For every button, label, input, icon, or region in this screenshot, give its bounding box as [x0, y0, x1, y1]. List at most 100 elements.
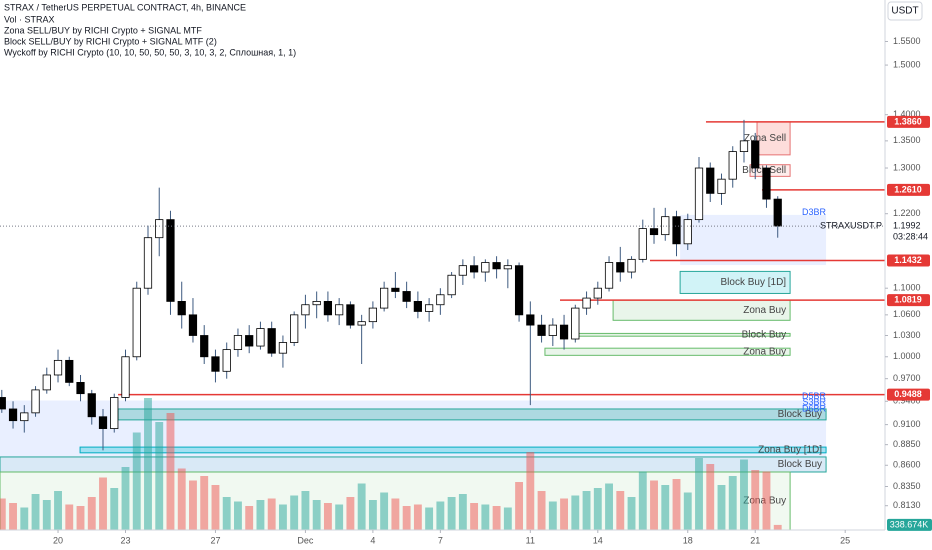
- x-tick-label: 23: [120, 535, 130, 545]
- zone-tag: D5BR: [802, 391, 827, 401]
- zone-label: Block Buy: [778, 459, 822, 470]
- x-tick-label: 27: [210, 535, 220, 545]
- candle-body: [672, 216, 681, 245]
- last-price-badge: [887, 220, 930, 245]
- volume-bar: [87, 497, 96, 530]
- x-tick-label: 11: [526, 535, 535, 545]
- y-tick-label: 1.0600: [893, 309, 921, 319]
- volume-bar: [582, 491, 591, 530]
- level-label: 1.0819: [894, 295, 922, 305]
- x-tick-label: 18: [683, 535, 693, 545]
- candle-body: [132, 287, 141, 358]
- candle-body: [391, 287, 400, 292]
- volume-bar: [661, 485, 670, 530]
- candle-body: [65, 359, 74, 383]
- volume-bar: [357, 483, 366, 530]
- candle-body: [469, 265, 479, 273]
- candle-body: [357, 321, 366, 326]
- candle-body: [346, 304, 355, 326]
- currency-box[interactable]: [887, 1, 923, 21]
- level-label: 1.2610: [894, 184, 922, 194]
- candle-body: [593, 287, 602, 299]
- volume-bar: [65, 504, 74, 530]
- volume-bar: [312, 500, 321, 530]
- volume-bar: [638, 471, 647, 530]
- level-label: 1.1432: [894, 255, 922, 265]
- volume-label: 338.674K: [890, 519, 929, 529]
- zone-label: Zona Buy: [743, 305, 786, 316]
- zone: [679, 270, 791, 294]
- candle-body: [425, 304, 434, 312]
- volume-bar: [20, 507, 29, 530]
- candle-body: [683, 219, 692, 245]
- volume-bar: [515, 482, 524, 530]
- candle-body: [751, 140, 760, 169]
- candle-body: [200, 335, 209, 358]
- x-tick-label: 14: [593, 535, 603, 545]
- volume-bar: [144, 398, 152, 530]
- zone-label: Zona Buy [1D]: [758, 445, 822, 456]
- candle-body: [604, 262, 614, 289]
- volume-bar: [740, 459, 748, 530]
- volume-bar: [391, 498, 400, 530]
- volume-bar: [54, 491, 62, 530]
- candle-body: [548, 324, 557, 336]
- level-badge: [887, 388, 930, 401]
- volume-bar: [773, 524, 782, 530]
- volume-bar: [290, 495, 299, 530]
- volume-bar: [121, 467, 130, 530]
- candle-body: [571, 307, 580, 340]
- y-tick-label: 1.3500: [893, 135, 921, 145]
- x-tick-label: 25: [840, 535, 850, 545]
- candle-body: [694, 167, 704, 221]
- candle-body: [537, 324, 546, 336]
- candle-body: [559, 324, 569, 340]
- y-tick-label: 1.4000: [893, 109, 921, 119]
- candle-body: [661, 216, 670, 236]
- volume-bar: [537, 491, 546, 530]
- y-tick-label: 0.9100: [893, 419, 921, 429]
- zone-label: Zona Buy: [743, 346, 786, 357]
- candle-body: [514, 265, 524, 316]
- zone-tag: D6BR: [802, 403, 827, 413]
- zone-tag: D3BR: [802, 207, 827, 217]
- volume-bar: [278, 504, 287, 530]
- volume-bar: [560, 498, 568, 530]
- volume-bar: [447, 497, 456, 530]
- candle-body: [436, 294, 445, 306]
- volume-bar: [0, 498, 6, 530]
- volume-bar: [605, 483, 613, 530]
- candle-body: [76, 381, 85, 395]
- candle-body: [290, 314, 299, 343]
- x-tick-label: 20: [53, 535, 63, 545]
- countdown: 03:28:44: [893, 231, 928, 241]
- currency[interactable]: USDT: [891, 6, 918, 17]
- volume-bar: [762, 471, 771, 530]
- candle-body: [0, 397, 6, 410]
- y-tick-label: 1.0300: [893, 330, 921, 340]
- volume-bar: [110, 488, 119, 530]
- indicator: Vol · STRAX: [4, 14, 55, 24]
- indicator: Wyckoff by RICHI Crypto (10, 10, 50, 50,…: [4, 47, 296, 57]
- volume-bar: [672, 479, 681, 530]
- volume-bar: [458, 494, 467, 530]
- zone-label: Zona Sell: [744, 133, 786, 144]
- volume-bar: [728, 476, 737, 530]
- candle-body: [177, 301, 186, 316]
- level-badge: [887, 294, 930, 307]
- zone: [756, 121, 791, 156]
- zone: [79, 446, 827, 454]
- y-tick-label: 0.8850: [893, 439, 921, 449]
- candle-body: [87, 393, 96, 418]
- indicator: Zona SELL/BUY by RICHI Crypto + SIGNAL M…: [4, 25, 202, 35]
- volume-bar: [9, 503, 17, 530]
- volume-bar: [245, 506, 254, 530]
- zone-label: Block Buy: [778, 409, 822, 420]
- volume-bar: [650, 480, 658, 530]
- candle-body: [739, 140, 749, 153]
- volume-bar: [200, 476, 209, 530]
- candle-body: [616, 262, 625, 273]
- candle-body: [481, 262, 490, 273]
- candle-body: [211, 356, 220, 372]
